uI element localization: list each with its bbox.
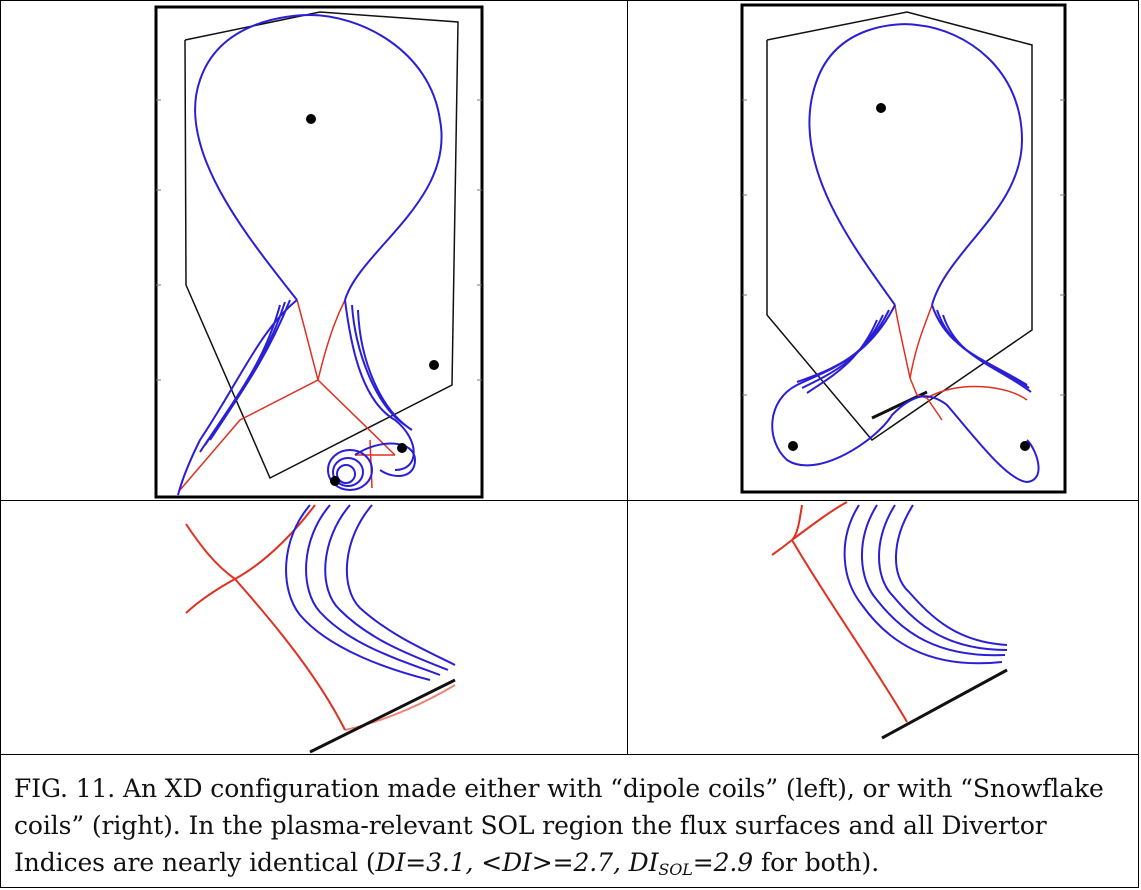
column-divider: [627, 0, 628, 754]
separatrix: [179, 299, 396, 491]
flux-surfaces: [843, 504, 1008, 665]
row-divider-top: [0, 500, 1139, 501]
caption-text: FIG. 11. An XD configuration made either…: [14, 774, 1104, 877]
vessel-wall: [766, 11, 1033, 442]
coil-dots: [306, 114, 439, 486]
plot-frame: [740, 3, 1067, 494]
row-divider-bottom: [0, 754, 1139, 755]
flux-surfaces: [285, 504, 456, 681]
separatrix: [894, 304, 1028, 421]
panel-dipole-coils-zoom: [185, 504, 456, 754]
coil-dots: [788, 103, 1030, 451]
caption-text-end: for both).: [753, 848, 880, 877]
tick-marks: [742, 99, 1065, 396]
flux-surfaces: [177, 13, 443, 496]
separatrix: [185, 504, 456, 731]
flux-surfaces: [771, 23, 1040, 484]
divertor-plate: [881, 668, 1008, 740]
caption-di-values: DI=3.1, <DI>=2.7, DI: [375, 848, 659, 877]
divertor-plate: [309, 678, 456, 754]
separatrix: [771, 501, 908, 723]
tick-marks: [156, 99, 482, 381]
plot-frame: [154, 5, 484, 499]
panel-dipole-coils: [154, 5, 484, 499]
caption-di-subscript: SOL: [658, 860, 693, 879]
panel-snowflake-coils-zoom: [771, 501, 1008, 740]
caption-di-tail: =2.9: [692, 848, 754, 877]
panel-snowflake-coils: [740, 3, 1067, 494]
figure-caption: FIG. 11. An XD configuration made either…: [14, 770, 1124, 881]
vessel-wall: [184, 11, 459, 480]
